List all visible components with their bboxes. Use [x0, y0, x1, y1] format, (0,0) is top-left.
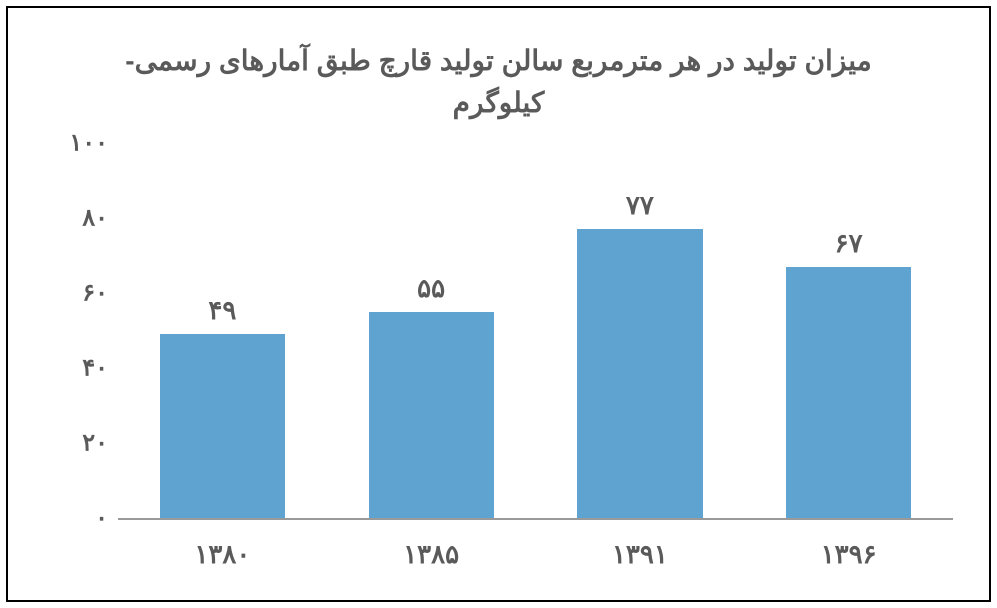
chart-title-line1: میزان تولید در هر مترمربع سالن تولید قار… — [8, 40, 989, 82]
bar-slot: ۴۹ — [118, 143, 327, 518]
bars-row: ۴۹ ۵۵ ۷۷ ۶۷ — [118, 143, 953, 518]
bar — [369, 312, 494, 518]
y-tick-label: ۸۰ — [48, 204, 108, 233]
x-axis-labels: ۱۳۸۰۱۳۸۵۱۳۹۱۱۳۹۶ — [118, 539, 953, 570]
bar-value-label: ۶۷ — [835, 228, 863, 259]
x-axis-label: ۱۳۸۵ — [327, 539, 536, 570]
x-axis-label: ۱۳۸۰ — [118, 539, 327, 570]
bar — [577, 229, 702, 518]
chart-frame: میزان تولید در هر مترمربع سالن تولید قار… — [6, 6, 991, 602]
y-tick-label: ۶۰ — [48, 279, 108, 308]
bar-value-label: ۵۵ — [417, 273, 445, 304]
bar — [786, 267, 911, 518]
bar-value-label: ۷۷ — [626, 190, 654, 221]
bar-slot: ۶۷ — [744, 143, 953, 518]
plot-area: ۴۹۵۵۷۷۶۷ ۰۲۰۴۰۶۰۸۰۱۰۰ — [118, 143, 953, 520]
bar-slot: ۵۵ — [327, 143, 536, 518]
y-tick-label: ۰ — [48, 504, 108, 533]
x-axis-label: ۱۳۹۶ — [744, 539, 953, 570]
chart-title-line2: کیلوگرم — [8, 82, 989, 124]
y-tick-label: ۲۰ — [48, 429, 108, 458]
bar — [160, 334, 285, 518]
chart-title: میزان تولید در هر مترمربع سالن تولید قار… — [8, 40, 989, 124]
x-axis-label: ۱۳۹۱ — [536, 539, 745, 570]
bar-value-label: ۴۹ — [208, 295, 236, 326]
y-tick-label: ۱۰۰ — [48, 129, 108, 158]
y-tick-label: ۴۰ — [48, 354, 108, 383]
bar-slot: ۷۷ — [536, 143, 745, 518]
